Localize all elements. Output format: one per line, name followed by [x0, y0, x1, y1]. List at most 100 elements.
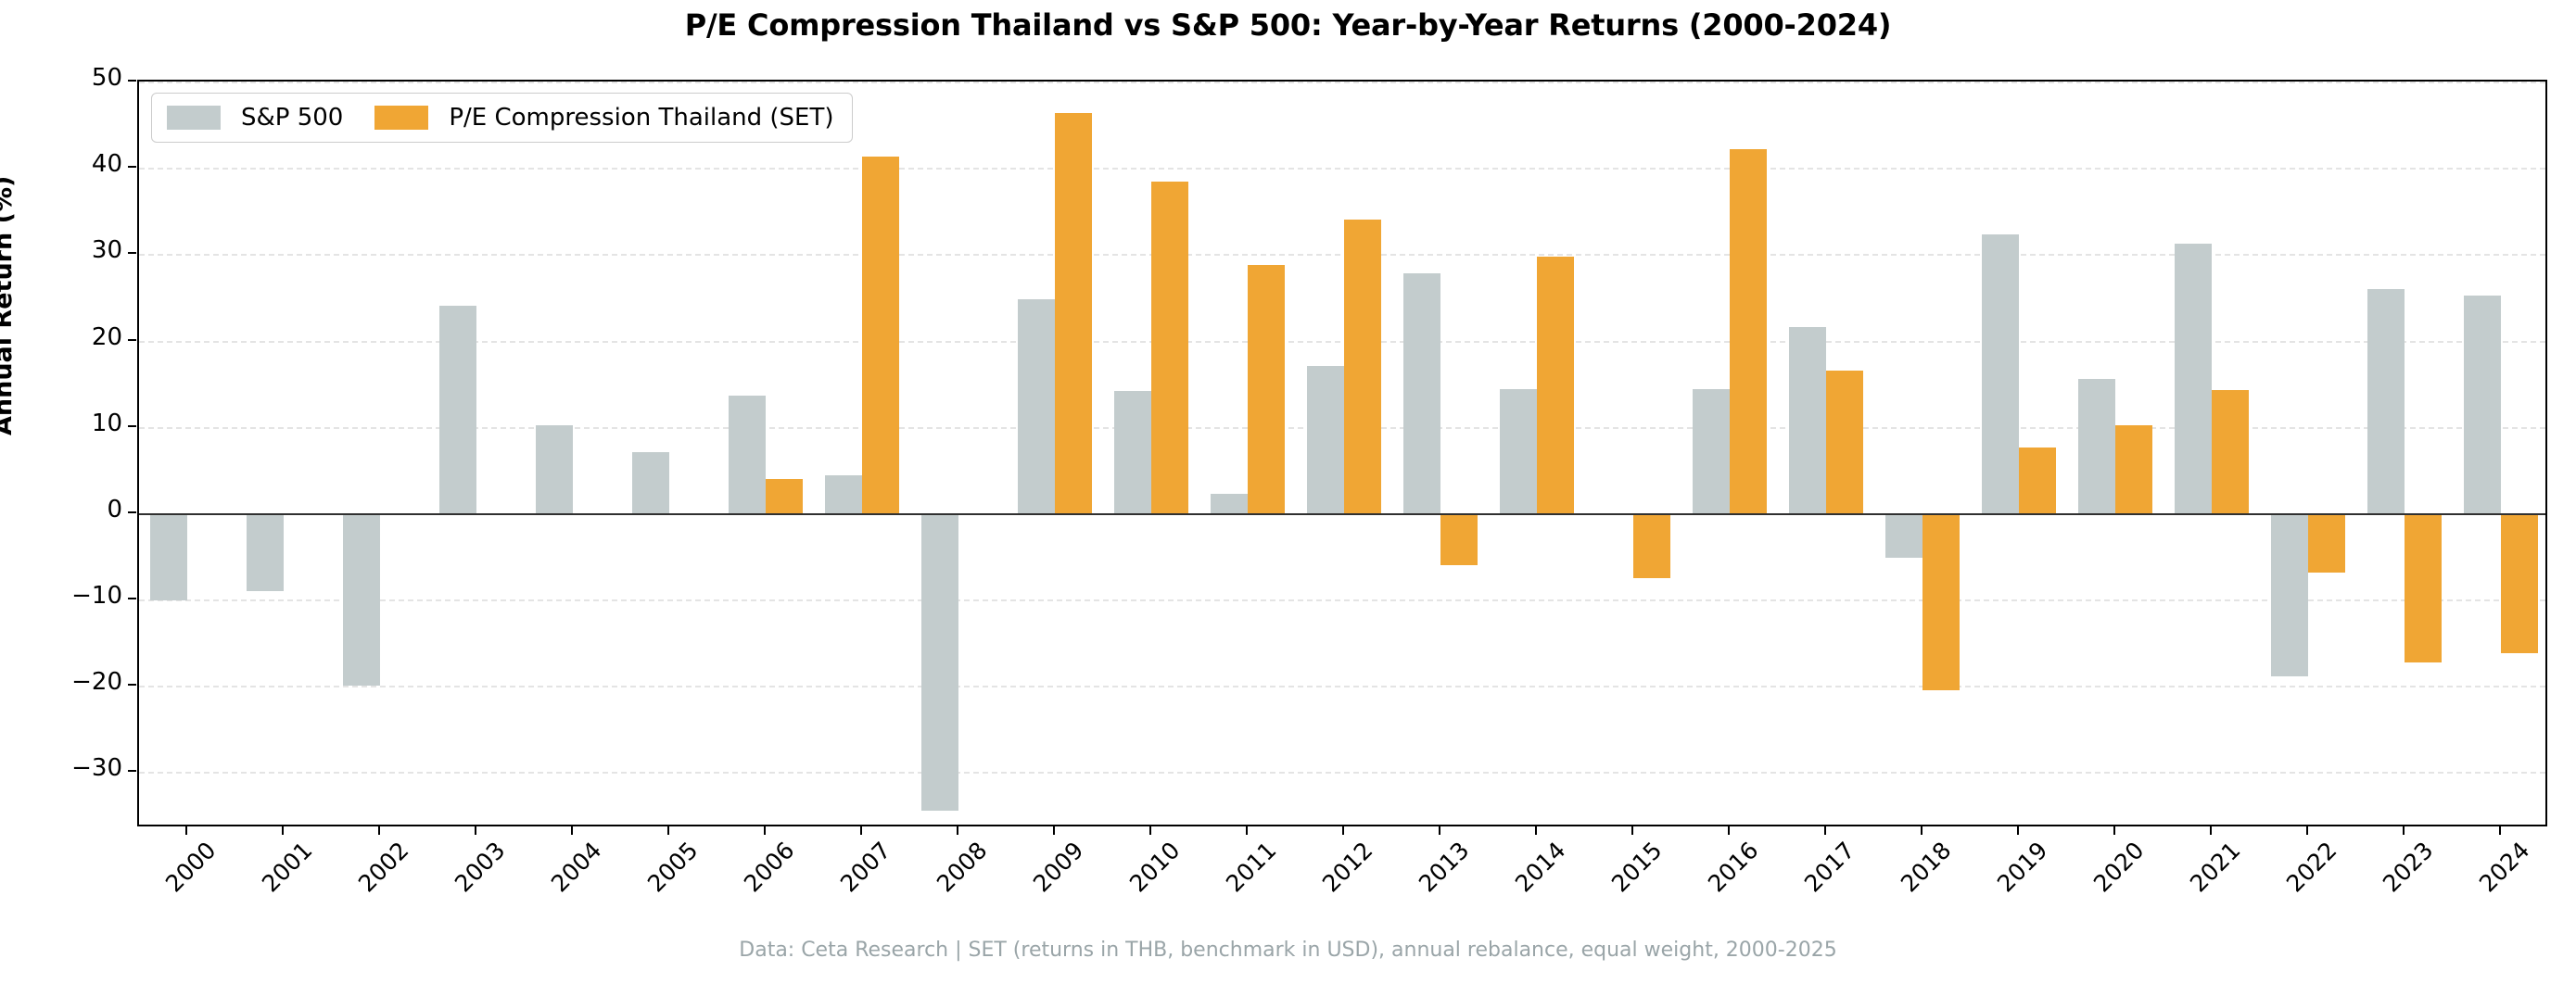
- x-tick-mark: [957, 826, 958, 835]
- y-tick-mark: [128, 684, 136, 687]
- x-tick-mark: [571, 826, 573, 835]
- bar-2007-set: [862, 157, 899, 513]
- y-tick-label: −10: [71, 582, 122, 611]
- chart-legend[interactable]: S&P 500 P/E Compression Thailand (SET): [151, 93, 854, 143]
- x-tick-mark: [1053, 826, 1055, 835]
- y-tick-mark: [128, 80, 136, 82]
- y-tick-mark: [128, 770, 136, 773]
- bar-2011-set: [1248, 264, 1285, 513]
- bar-2018-set: [1922, 512, 1960, 690]
- x-tick-mark: [282, 826, 284, 835]
- bar-2011-sp500: [1211, 494, 1248, 513]
- y-tick-label: 0: [107, 495, 122, 523]
- bar-2024-set: [2501, 512, 2538, 653]
- bar-2009-set: [1055, 112, 1092, 513]
- bar-2023-sp500: [2367, 288, 2405, 513]
- gridline: [139, 168, 2545, 170]
- bar-2013-set: [1440, 512, 1478, 565]
- bar-2012-sp500: [1307, 365, 1344, 513]
- bar-2017-sp500: [1789, 326, 1826, 513]
- x-tick-mark: [2210, 826, 2212, 835]
- legend-label-set: P/E Compression Thailand (SET): [449, 104, 834, 132]
- x-tick-mark: [2113, 826, 2115, 835]
- bar-2022-sp500: [2271, 512, 2308, 676]
- y-tick-mark: [128, 598, 136, 600]
- y-tick-label: 30: [91, 236, 122, 265]
- legend-item-set[interactable]: P/E Compression Thailand (SET): [374, 104, 833, 132]
- x-tick-mark: [860, 826, 862, 835]
- bar-2004-sp500: [536, 424, 573, 513]
- y-tick-label: 50: [91, 64, 122, 92]
- y-tick-mark: [128, 424, 136, 427]
- bar-2016-sp500: [1693, 388, 1730, 513]
- bar-2018-sp500: [1885, 512, 1922, 559]
- bar-2005-sp500: [632, 451, 669, 513]
- bar-2012-set: [1344, 220, 1381, 513]
- legend-swatch-icon-sp500: [167, 106, 221, 130]
- x-tick-mark: [475, 826, 476, 835]
- gridline: [139, 340, 2545, 343]
- y-tick-mark: [128, 338, 136, 341]
- bar-2013-sp500: [1403, 272, 1440, 513]
- y-tick-mark: [128, 511, 136, 513]
- footer-source-note: Data: Ceta Research | SET (returns in TH…: [739, 939, 1837, 962]
- x-tick-mark: [378, 826, 380, 835]
- bar-2019-sp500: [1982, 233, 2019, 513]
- gridline: [139, 82, 2545, 83]
- bar-2009-sp500: [1018, 298, 1055, 513]
- bar-2014-sp500: [1500, 388, 1537, 513]
- y-tick-label: 20: [91, 322, 122, 351]
- bar-2021-set: [2212, 389, 2249, 513]
- x-tick-mark: [2306, 826, 2308, 835]
- bar-2007-sp500: [825, 474, 862, 513]
- bar-2021-sp500: [2175, 244, 2212, 513]
- bar-2002-sp500: [343, 512, 380, 687]
- x-tick-mark: [1921, 826, 1922, 835]
- zero-line: [139, 512, 2545, 515]
- x-tick-mark: [185, 826, 187, 835]
- x-tick-mark: [1535, 826, 1537, 835]
- bar-2008-sp500: [921, 512, 958, 812]
- legend-item-sp500[interactable]: S&P 500: [167, 104, 343, 132]
- page-title: P/E Compression Thailand vs S&P 500: Yea…: [684, 7, 1892, 43]
- bar-2015-set: [1633, 512, 1670, 578]
- x-tick-mark: [1631, 826, 1633, 835]
- x-tick-mark: [1342, 826, 1344, 835]
- x-tick-mark: [2017, 826, 2019, 835]
- y-tick-mark: [128, 252, 136, 255]
- bar-2003-sp500: [439, 306, 476, 513]
- y-tick-mark: [128, 166, 136, 169]
- y-tick-label: 40: [91, 150, 122, 179]
- gridline: [139, 772, 2545, 775]
- x-tick-mark: [2403, 826, 2405, 835]
- legend-label-sp500: S&P 500: [241, 104, 344, 132]
- bar-2006-set: [766, 478, 803, 513]
- x-tick-mark: [764, 826, 766, 835]
- gridline: [139, 599, 2545, 602]
- y-tick-label: −30: [71, 754, 122, 783]
- x-tick-mark: [2499, 826, 2501, 835]
- x-tick-mark: [1246, 826, 1248, 835]
- x-tick-mark: [1149, 826, 1151, 835]
- y-tick-label: 10: [91, 409, 122, 437]
- bar-2024-sp500: [2464, 296, 2501, 513]
- x-tick-mark: [1824, 826, 1826, 835]
- y-tick-label: −20: [71, 668, 122, 697]
- x-tick-mark: [1728, 826, 1730, 835]
- bar-2022-set: [2308, 512, 2345, 574]
- x-tick-mark: [667, 826, 669, 835]
- bar-2010-sp500: [1114, 390, 1151, 513]
- bar-2019-set: [2019, 448, 2056, 513]
- legend-swatch-icon-set: [374, 106, 429, 130]
- gridline: [139, 254, 2545, 257]
- bar-2023-set: [2405, 512, 2442, 663]
- x-tick-mark: [1439, 826, 1440, 835]
- bar-2017-set: [1826, 371, 1863, 513]
- gridline: [139, 686, 2545, 688]
- bar-2000-sp500: [150, 512, 187, 600]
- bar-2016-set: [1730, 148, 1767, 513]
- bar-2010-set: [1151, 182, 1188, 513]
- y-axis-label: Annual Return (%): [0, 175, 18, 435]
- plot-area: [137, 80, 2547, 826]
